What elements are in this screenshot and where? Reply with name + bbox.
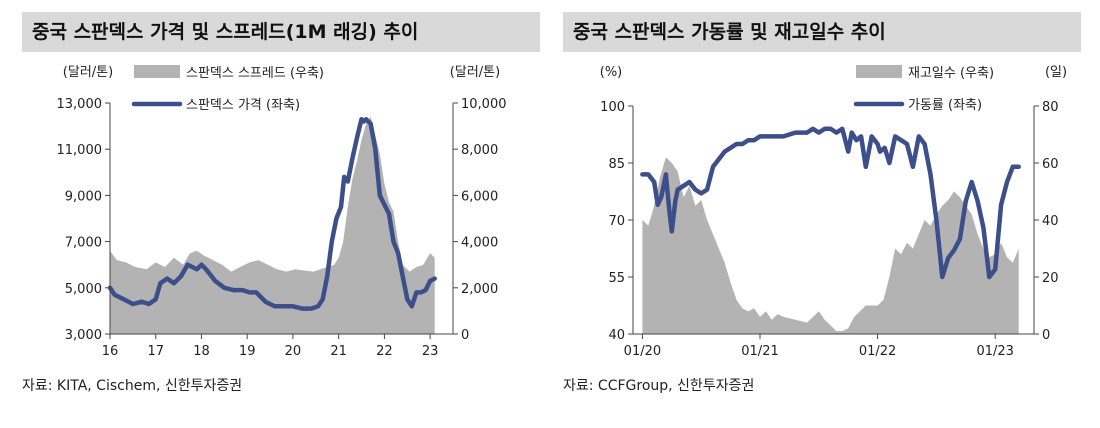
utilization-inventory-chart-panel: 중국 스판덱스 가동률 및 재고일수 추이 (%) (일) 100 85 70 55 40 8… (563, 12, 1081, 412)
y-left-unit-label: (달러/톤) (63, 65, 113, 80)
x-tick-label: 17 (147, 344, 164, 359)
price-spread-chart-panel: 중국 스판덱스 가격 및 스프레드(1M 래깅) 추이 (달러/톤) (달러/톤)… (22, 12, 540, 412)
series-area-inventory (642, 157, 1019, 334)
legend-swatch-area (856, 65, 902, 78)
y-right-tick-label: 0 (1042, 328, 1050, 343)
series-area-inventory (110, 116, 435, 335)
legend-label-line: 가동률 (좌축) (908, 98, 982, 113)
y-left-tick-label: 70 (608, 214, 625, 229)
x-tick-label: 20 (285, 344, 302, 359)
y-right-tick-label: 40 (1042, 214, 1059, 229)
source-note: 자료: KITA, Cischem, 신한투자증권 (22, 378, 243, 394)
y-right-tick-label: 10,000 (461, 97, 507, 112)
y-left-tick-label: 11,000 (57, 143, 103, 158)
x-tick-label: 21 (330, 344, 347, 359)
x-tick-label: 18 (193, 344, 210, 359)
y-left-tick-label: 40 (608, 328, 625, 343)
y-left-tick-label: 100 (600, 100, 625, 115)
series-line (640, 126, 1021, 280)
y-left-tick-label: 85 (608, 157, 625, 172)
y-left-tick-label: 7,000 (65, 236, 102, 251)
x-tick-label: 19 (239, 344, 256, 359)
x-tick-label: 01/21 (741, 344, 778, 359)
y-right-tick-label: 80 (1042, 100, 1059, 115)
chart-title: 중국 스판덱스 가동률 및 재고일수 추이 (563, 12, 1081, 52)
y-left-tick-label: 55 (608, 271, 625, 286)
y-right-tick-label: 20 (1042, 271, 1059, 286)
utilization-inventory-chart: (%) (일) 100 85 70 55 40 80 60 40 20 0 01/20 01/21 01/2… (600, 65, 1067, 359)
y-left-tick-label: 5,000 (65, 282, 102, 297)
y-right-tick-label: 0 (461, 328, 469, 343)
x-tick-label: 01/23 (976, 344, 1013, 359)
legend-label-area: 재고일수 (우축) (908, 66, 994, 81)
y-right-tick-label: 4,000 (461, 236, 498, 251)
y-right-tick-label: 60 (1042, 157, 1059, 172)
legend-label-line: 스판덱스 가격 (좌축) (186, 98, 300, 113)
x-tick-label: 22 (376, 344, 393, 359)
legend-swatch-area (134, 65, 180, 78)
series-line (107, 116, 437, 311)
y-left-tick-label: 3,000 (65, 328, 102, 343)
y-left-unit-label: (%) (600, 65, 623, 80)
y-right-tick-label: 6,000 (461, 189, 498, 204)
chart-title: 중국 스판덱스 가격 및 스프레드(1M 래깅) 추이 (22, 12, 540, 52)
price-spread-chart: (달러/톤) (달러/톤) 13,000 11,000 9,000 7,000 5,000 3… (57, 65, 507, 359)
y-right-unit-label: (달러/톤) (450, 65, 500, 80)
y-left-tick-label: 13,000 (57, 97, 103, 112)
x-tick-label: 01/22 (859, 344, 896, 359)
source-note: 자료: CCFGroup, 신한투자증권 (563, 378, 755, 394)
x-tick-label: 16 (102, 344, 119, 359)
y-right-unit-label: (일) (1045, 65, 1067, 80)
y-left-tick-label: 9,000 (65, 189, 102, 204)
legend-label-area: 스판덱스 스프레드 (우축) (186, 66, 324, 81)
y-right-tick-label: 2,000 (461, 282, 498, 297)
x-tick-label: 23 (422, 344, 439, 359)
y-right-tick-label: 8,000 (461, 143, 498, 158)
x-tick-label: 01/20 (624, 344, 661, 359)
